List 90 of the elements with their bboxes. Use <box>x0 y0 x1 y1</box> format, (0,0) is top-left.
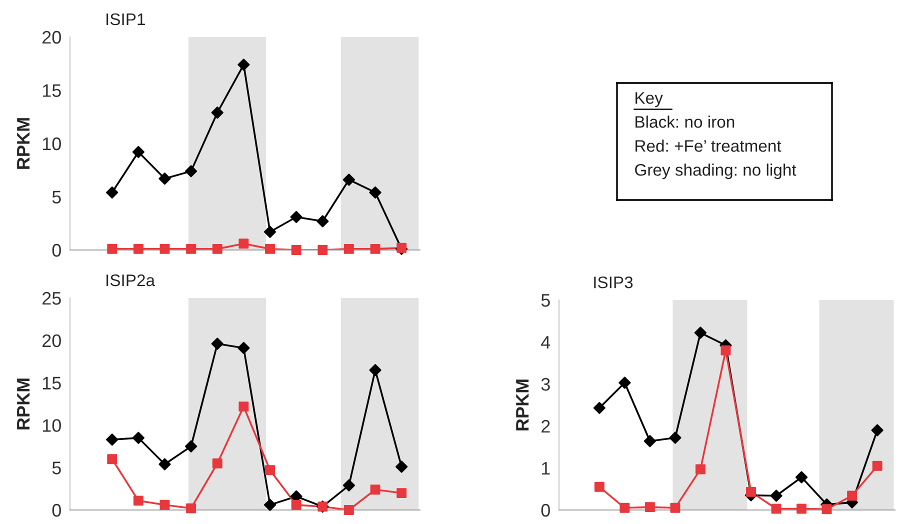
point <box>158 172 171 185</box>
point <box>369 186 382 199</box>
y-tick-label: 5 <box>52 190 61 204</box>
y-tick-label: 5 <box>52 462 61 474</box>
point <box>106 434 118 446</box>
point <box>370 244 380 254</box>
point <box>291 245 302 255</box>
point <box>211 338 224 350</box>
y-tick-label: 4 <box>541 336 550 349</box>
y-tick-label: 2 <box>542 420 550 433</box>
point <box>212 244 222 254</box>
point <box>369 364 382 376</box>
point <box>370 484 380 495</box>
point <box>795 471 808 484</box>
y-tick-label: 20 <box>42 30 61 44</box>
point <box>290 210 302 224</box>
point <box>160 244 170 254</box>
point <box>644 502 655 512</box>
y-tick-label: 20 <box>42 334 61 348</box>
y-axis-title: RPKM <box>516 380 529 430</box>
point <box>107 454 118 464</box>
point <box>847 490 858 501</box>
point <box>238 58 250 71</box>
point <box>186 244 196 254</box>
point <box>318 245 328 255</box>
point <box>264 498 276 511</box>
point <box>644 435 656 448</box>
point <box>670 502 680 513</box>
point <box>669 432 682 444</box>
point <box>265 465 275 476</box>
point <box>133 244 144 254</box>
point <box>694 326 707 339</box>
point <box>160 500 170 510</box>
y-tick-label: 5 <box>541 294 550 307</box>
chart-title: ISIP2a <box>106 274 156 286</box>
y-axis-title: RPKM <box>17 378 30 430</box>
text: Grey shading: no light <box>635 164 796 180</box>
point <box>618 376 631 389</box>
point <box>107 244 118 254</box>
y-tick-label: 10 <box>42 137 61 150</box>
point <box>158 458 171 470</box>
point <box>396 488 407 498</box>
point <box>796 504 806 514</box>
point <box>342 479 356 492</box>
point <box>871 424 884 436</box>
y-tick-label: 10 <box>42 419 61 432</box>
point <box>594 482 604 492</box>
point <box>264 226 276 238</box>
y-tick-label: 0 <box>541 504 550 517</box>
point <box>133 496 144 506</box>
point <box>238 342 250 354</box>
point <box>696 464 706 474</box>
text: Black: no iron <box>636 116 734 128</box>
point <box>186 503 196 514</box>
text: Key <box>636 92 663 108</box>
y-tick-label: 0 <box>52 244 61 257</box>
point <box>344 505 354 515</box>
point <box>822 504 832 514</box>
point <box>211 106 224 119</box>
point <box>746 486 756 497</box>
point <box>342 174 356 186</box>
text: Red: +Fe’ treatment <box>636 140 782 152</box>
y-tick-label: 0 <box>52 504 61 517</box>
point <box>184 165 198 178</box>
chart-title: ISIP1 <box>106 13 145 26</box>
point <box>132 146 144 158</box>
y-tick-label: 3 <box>541 378 550 391</box>
point <box>396 460 408 473</box>
y-tick-label: 1 <box>542 462 550 475</box>
y-tick-label: 15 <box>42 84 61 97</box>
y-tick-label: 25 <box>42 292 61 305</box>
point <box>620 502 630 513</box>
y-axis-title: RPKM <box>17 118 30 169</box>
chart-title: ISIP3 <box>594 276 633 288</box>
point <box>291 500 302 510</box>
y-tick-label: 15 <box>42 376 61 390</box>
point <box>771 504 782 514</box>
point <box>106 186 118 199</box>
point <box>265 244 275 254</box>
point <box>316 215 329 228</box>
point <box>720 345 731 356</box>
point <box>238 238 249 249</box>
point <box>770 490 782 502</box>
point <box>238 402 249 412</box>
point <box>344 244 354 254</box>
point <box>593 402 606 414</box>
point <box>132 432 144 444</box>
point <box>212 458 222 468</box>
point <box>872 460 882 471</box>
point <box>184 440 198 452</box>
